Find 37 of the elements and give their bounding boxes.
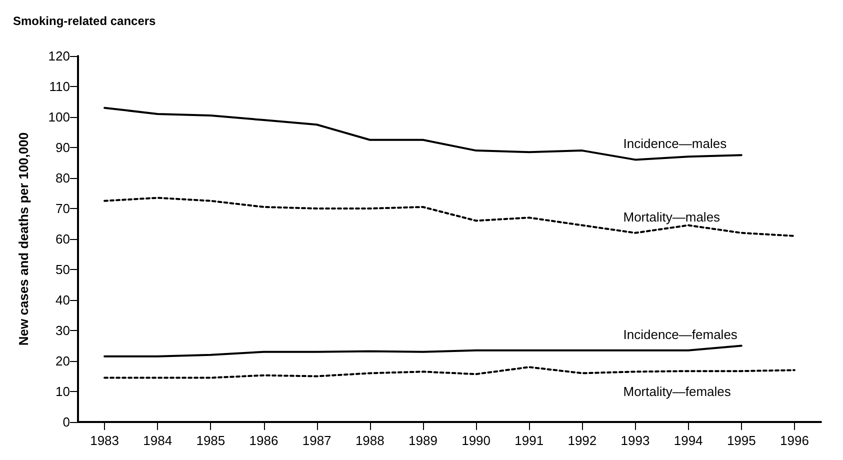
line-series (104, 106, 742, 161)
y-tick-label: 90 (56, 140, 70, 155)
line-series (104, 366, 796, 379)
y-tick-label: 100 (48, 110, 70, 124)
y-tick-label: 20 (56, 354, 70, 368)
series-label: Mortality—females (623, 384, 732, 400)
x-tick-label: 1993 (620, 433, 650, 448)
y-tick-label: 30 (56, 323, 70, 338)
x-tick-label: 1986 (249, 433, 278, 448)
x-tick-label: 1988 (355, 433, 384, 448)
x-tick-label: 1989 (408, 433, 438, 448)
x-tick-label: 1996 (780, 433, 809, 448)
x-tick-label: 1990 (462, 433, 490, 448)
x-tick-label: 1992 (568, 433, 597, 448)
y-tick-label: 40 (56, 292, 70, 308)
x-tick-label: 1987 (302, 433, 332, 448)
chart-title: Smoking-related cancers (13, 14, 156, 28)
x-tick-label: 1985 (196, 433, 226, 448)
y-tick-label: 0 (62, 414, 70, 430)
x-tick-label: 1994 (674, 433, 703, 448)
line-series (104, 196, 796, 237)
y-tick-label: 80 (56, 170, 70, 186)
y-tick-label: 110 (49, 79, 70, 94)
x-tick-label: 1983 (90, 433, 119, 448)
x-tick-label: 1991 (514, 433, 544, 448)
y-tick-label: 50 (56, 262, 70, 277)
series-label: Incidence—females (623, 326, 738, 342)
x-tick-label: 1984 (143, 433, 172, 448)
y-tick-label: 10 (56, 384, 70, 399)
line-series (104, 344, 742, 358)
y-axis-title: New cases and deaths per 100,000 (16, 132, 31, 346)
series-label: Incidence—males (623, 136, 728, 152)
y-tick-label: 120 (48, 48, 70, 64)
series-label: Mortality—males (623, 209, 721, 224)
x-tick-label: 1995 (726, 433, 756, 448)
y-tick-label: 70 (56, 201, 70, 216)
y-tick-label: 60 (56, 232, 70, 246)
